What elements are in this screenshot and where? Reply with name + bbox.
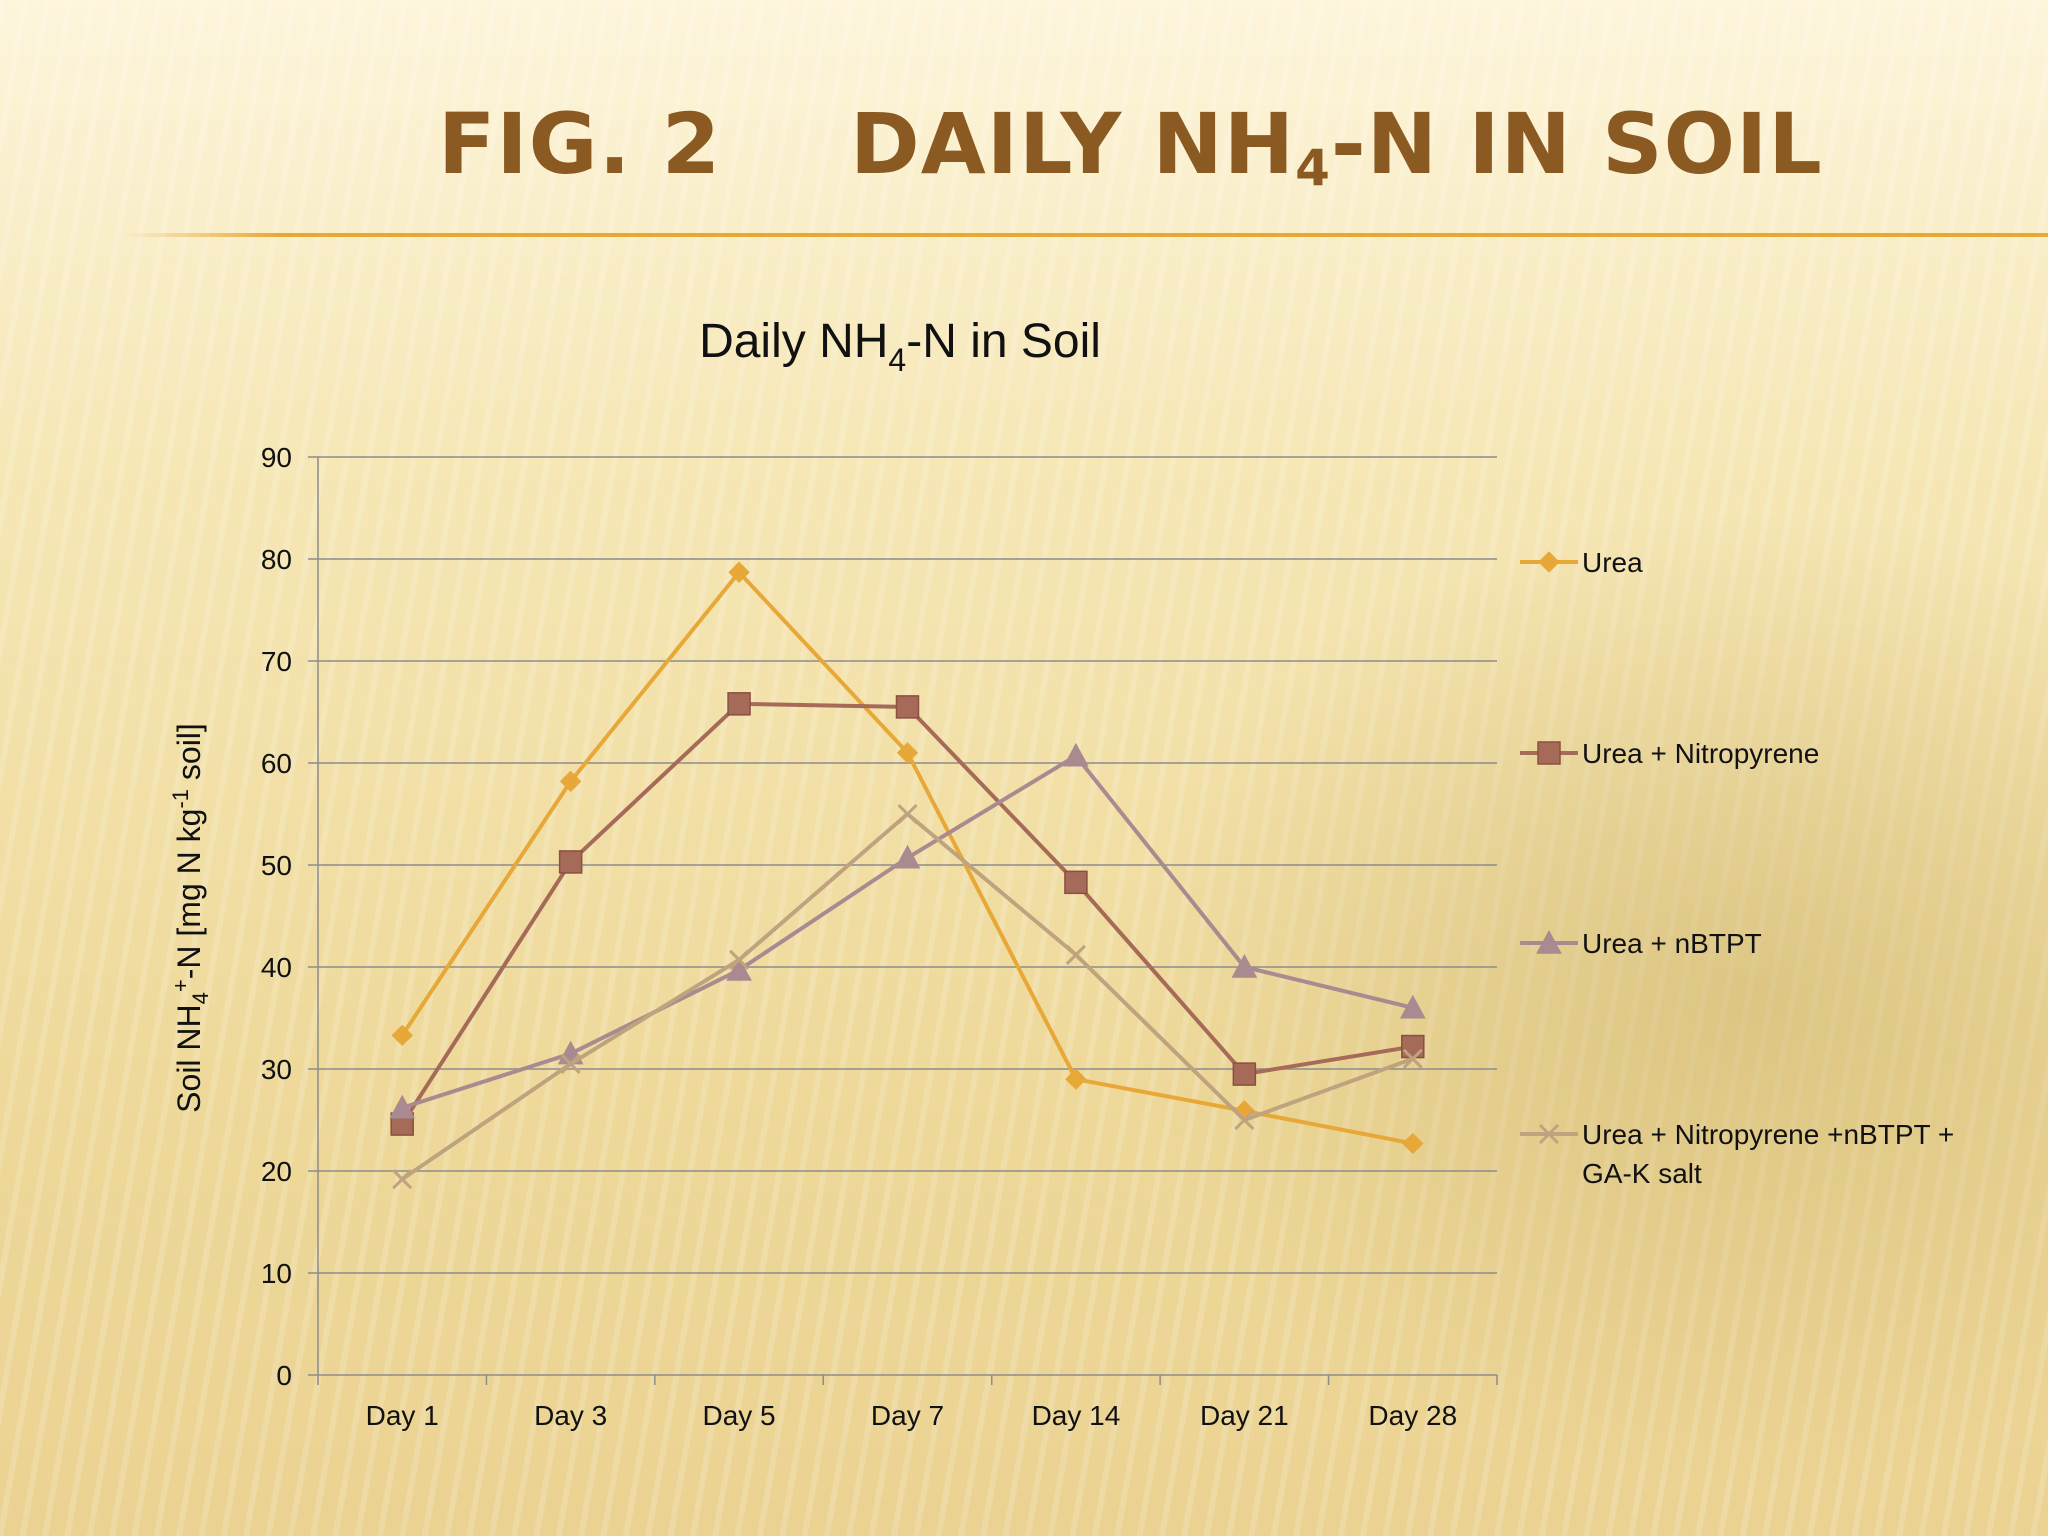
- data-point: [559, 770, 582, 793]
- x-tick-label: Day 28: [1368, 1400, 1457, 1431]
- data-point: [392, 1169, 413, 1190]
- data-point: [1402, 1132, 1424, 1155]
- x-tick-label: Day 3: [534, 1400, 607, 1431]
- y-tick-label: 40: [261, 952, 292, 983]
- data-point: [727, 692, 751, 716]
- legend-label: Urea + nBTPT: [1582, 928, 1762, 959]
- axes: [308, 456, 1498, 1385]
- y-tick-labels: 0 10 20 30 40 50 60 70 80 90: [261, 442, 292, 1391]
- marker-stroke: [1538, 1123, 1560, 1145]
- slide-title-main: DAILY NH4-N IN SOIL: [850, 95, 1823, 197]
- x-tick-labels: Day 1 Day 3 Day 5 Day 7 Day 14 Day 21 Day 28: [366, 1400, 1458, 1431]
- legend-marker: [1537, 741, 1561, 765]
- data-point: [1065, 1068, 1087, 1090]
- series-4: [392, 803, 1423, 1190]
- data-point: [389, 1094, 416, 1119]
- y-tick-label: 30: [261, 1054, 292, 1085]
- marker-stroke: [1234, 1109, 1255, 1131]
- legend: Urea Urea + Nitropyrene Urea + nBTPT Urea +…: [1520, 547, 1954, 1189]
- legend-item-3: Urea + nBTPT: [1520, 928, 1762, 959]
- marker-stroke: [1402, 1048, 1423, 1069]
- y-axis-title: Soil NH4+-N [mg N kg-1 soil]: [168, 723, 213, 1113]
- marker-stroke: [392, 1169, 413, 1190]
- x-tick-label: Day 7: [871, 1400, 944, 1431]
- data-point: [894, 844, 921, 869]
- data-point: [558, 850, 583, 874]
- data-point: [897, 803, 918, 825]
- legend-item-2: Urea + Nitropyrene: [1520, 738, 1819, 769]
- series-2: [390, 692, 1425, 1136]
- series-1: [391, 561, 1424, 1155]
- data-point: [560, 1053, 581, 1074]
- y-tick-label: 10: [261, 1258, 292, 1289]
- y-tick-label: 50: [261, 850, 292, 881]
- legend-label: Urea: [1582, 547, 1643, 578]
- data-point: [726, 957, 752, 981]
- series-line: [401, 812, 1414, 1181]
- legend-marker: [1538, 1123, 1560, 1145]
- x-tick-label: Day 21: [1200, 1400, 1289, 1431]
- slide-title: FIG. 2 DAILY NH4-N IN SOIL: [0, 95, 2048, 205]
- x-tick-label: Day 5: [702, 1400, 775, 1431]
- legend-label: Urea + Nitropyrene +nBTPT + GA-K salt: [1582, 1119, 1954, 1189]
- series-3: [389, 742, 1426, 1119]
- data-point: [895, 695, 920, 719]
- x-tick-label: Day 14: [1032, 1400, 1121, 1431]
- data-point: [1065, 944, 1086, 965]
- slide-title-fig: FIG. 2: [438, 95, 722, 193]
- data-point: [1234, 1109, 1255, 1131]
- data-point: [1402, 1048, 1423, 1069]
- y-tick-label: 20: [261, 1156, 292, 1187]
- legend-marker: [1538, 551, 1560, 573]
- data-point: [1063, 742, 1089, 767]
- y-tick-label: 70: [261, 646, 292, 677]
- data-point: [1064, 870, 1088, 895]
- data-point: [896, 742, 919, 764]
- legend-item-1: Urea: [1520, 547, 1643, 578]
- data-point: [1232, 1062, 1257, 1086]
- data-point: [391, 1024, 413, 1047]
- data-point: [728, 561, 750, 583]
- data-point: [1231, 953, 1258, 978]
- data-point: [729, 949, 750, 970]
- legend-label: Urea + Nitropyrene: [1582, 738, 1819, 769]
- marker-stroke: [560, 1053, 581, 1074]
- marker-stroke: [729, 949, 750, 970]
- x-tick-label: Day 1: [366, 1400, 439, 1431]
- y-tick-label: 0: [276, 1360, 292, 1391]
- data-point: [1401, 1034, 1425, 1059]
- y-tick-label: 60: [261, 748, 292, 779]
- marker-stroke: [897, 803, 918, 825]
- legend-item-4: Urea + Nitropyrene +nBTPT + GA-K salt: [1520, 1119, 1954, 1189]
- y-tick-label: 80: [261, 544, 292, 575]
- legend-marker: [1536, 929, 1562, 954]
- title-divider: [125, 233, 2048, 237]
- series: [389, 561, 1426, 1190]
- marker-stroke: [1065, 944, 1086, 965]
- chart-title: Daily NH4-N in Soil: [699, 315, 1101, 378]
- data-point: [1399, 994, 1426, 1019]
- y-tick-label: 90: [261, 442, 292, 473]
